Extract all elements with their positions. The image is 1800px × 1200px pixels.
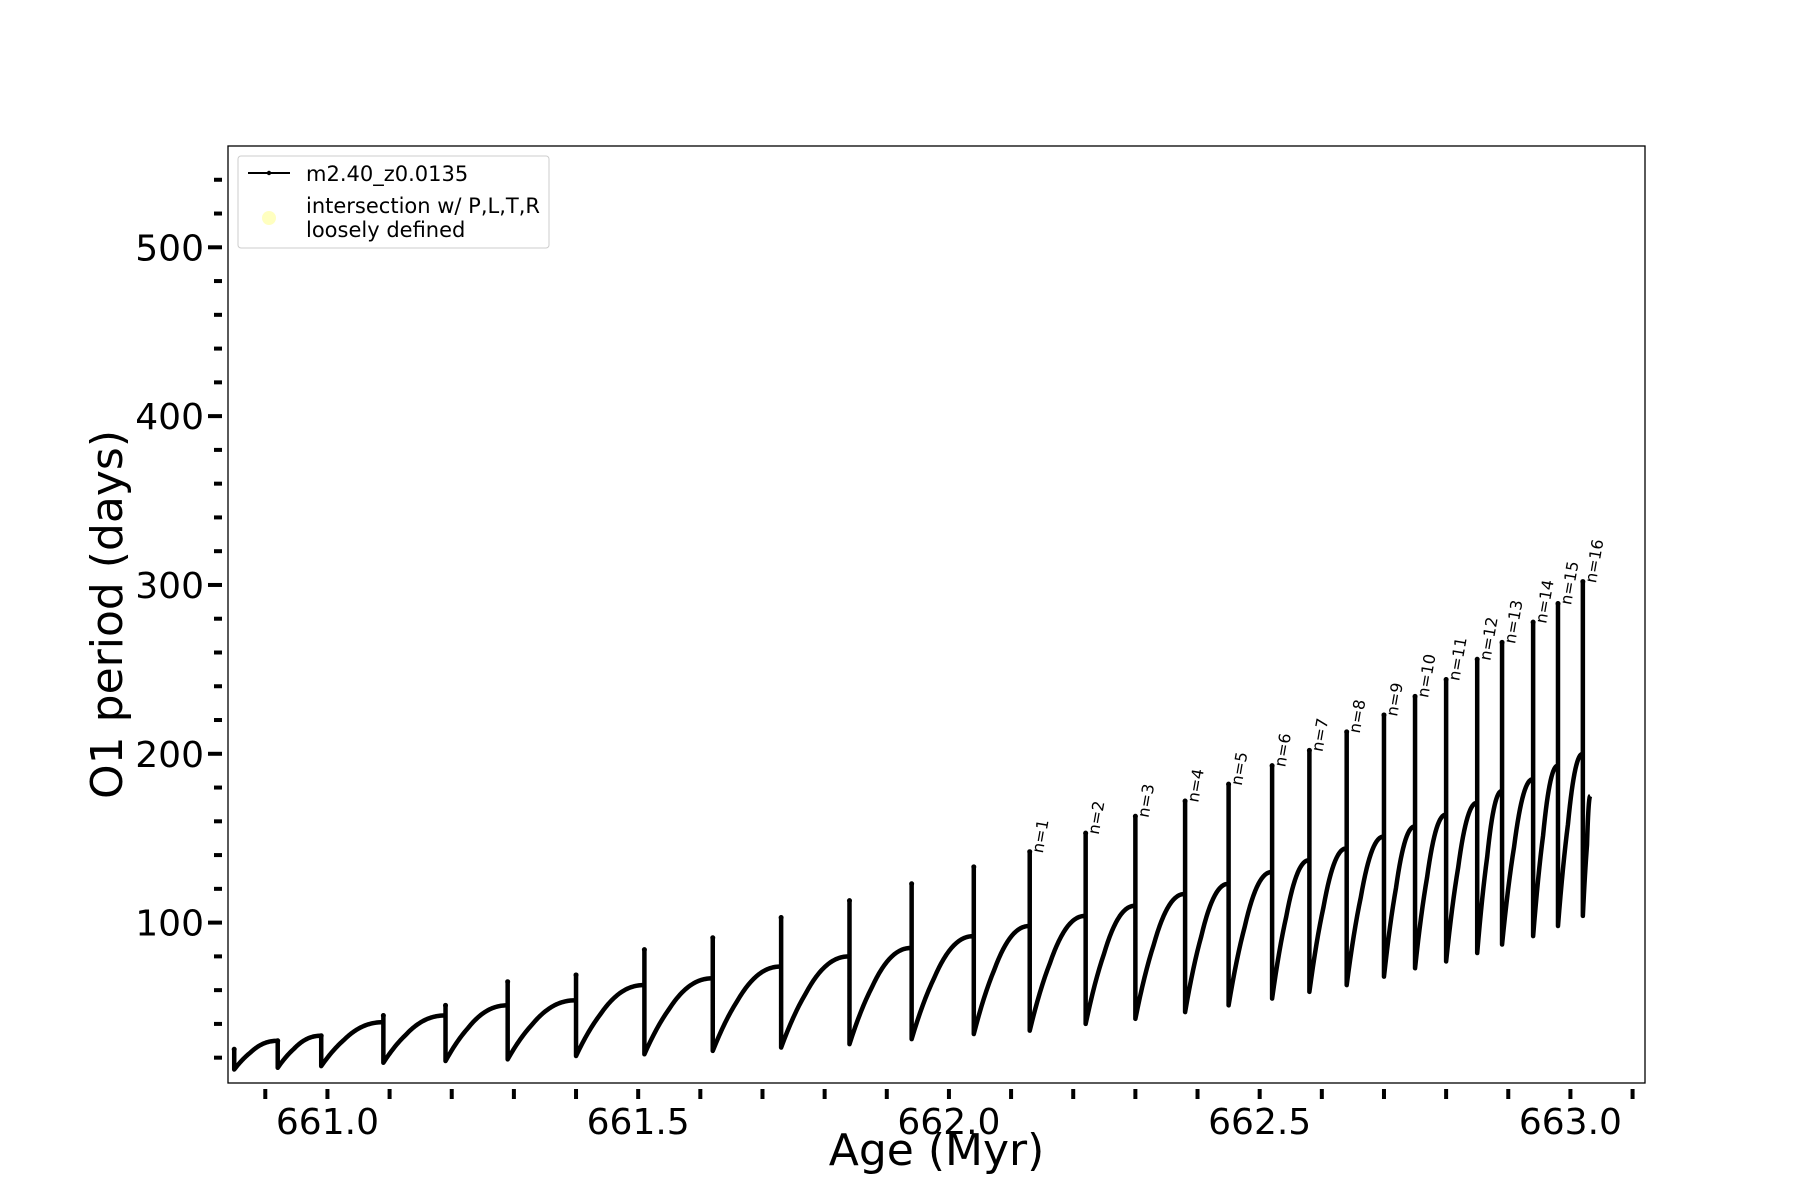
legend-box bbox=[237, 155, 550, 249]
pulse-spike-marker bbox=[1580, 579, 1586, 585]
pulse-spike-marker bbox=[971, 864, 977, 870]
x-tick-label: 662.0 bbox=[897, 1102, 1000, 1143]
pulse-spike-marker bbox=[1269, 763, 1275, 769]
pulse-spike-marker bbox=[1083, 830, 1089, 836]
pulse-spike-marker bbox=[443, 1002, 449, 1008]
pulse-spike-marker bbox=[380, 1012, 386, 1018]
pulse-spike-marker bbox=[231, 1046, 237, 1052]
pulse-spike-marker bbox=[641, 947, 647, 953]
legend-label-intersection-line-2: loosely defined bbox=[306, 218, 465, 242]
legend: m2.40_z0.0135 intersection w/ P,L,T,R lo… bbox=[237, 155, 550, 249]
y-tick-label: 400 bbox=[135, 397, 204, 438]
legend-line-dot bbox=[266, 170, 272, 176]
pulse-spike-marker bbox=[1499, 639, 1505, 645]
x-tick-label: 662.5 bbox=[1208, 1102, 1311, 1143]
pulse-spike-marker bbox=[909, 881, 915, 887]
legend-intersection-marker bbox=[262, 211, 276, 225]
y-axis-ticks: 100 200 300 400 500 bbox=[135, 177, 222, 1060]
pulse-spike-marker bbox=[1555, 601, 1561, 607]
pulse-spike-marker bbox=[1306, 747, 1312, 753]
y-tick-label: 300 bbox=[135, 566, 204, 607]
series-layer bbox=[231, 579, 1593, 1072]
pulse-spike-marker bbox=[505, 979, 511, 985]
pulse-spike-marker bbox=[1344, 729, 1350, 735]
y-axis-title: O1 period (days) bbox=[82, 430, 133, 799]
pulse-spike-marker bbox=[1412, 693, 1418, 699]
pulse-spike-marker bbox=[1381, 712, 1387, 718]
pulse-spike-marker bbox=[1474, 656, 1480, 662]
pulse-spike-marker bbox=[318, 1033, 324, 1039]
pulse-spike-marker bbox=[573, 972, 579, 978]
x-axis-ticks: 661.0 661.5 662.0 662.5 663.0 bbox=[263, 1089, 1635, 1143]
pulse-spike-marker bbox=[275, 1038, 281, 1044]
x-axis-title: Age (Myr) bbox=[829, 1125, 1045, 1176]
pulse-spike-marker bbox=[710, 935, 716, 941]
series-line bbox=[231, 579, 1593, 1072]
legend-label-intersection-line-1: intersection w/ P,L,T,R bbox=[306, 194, 540, 218]
pulse-spike-marker bbox=[778, 915, 784, 921]
y-tick-label: 200 bbox=[135, 735, 204, 776]
pulse-spike-marker bbox=[1027, 849, 1033, 855]
y-tick-label: 100 bbox=[135, 904, 204, 945]
pulse-spike-marker bbox=[846, 898, 852, 904]
pulse-spike-marker bbox=[1132, 813, 1138, 819]
pulse-spike-marker bbox=[1226, 781, 1232, 787]
legend-label-series: m2.40_z0.0135 bbox=[306, 162, 468, 187]
x-tick-label: 663.0 bbox=[1519, 1102, 1622, 1143]
pulse-spike-marker bbox=[1530, 619, 1536, 625]
y-tick-label: 500 bbox=[135, 228, 204, 269]
pulse-spike-marker bbox=[1182, 798, 1188, 804]
pulse-spike-marker bbox=[1443, 676, 1449, 682]
x-tick-label: 661.5 bbox=[587, 1102, 690, 1143]
plot-frame bbox=[227, 145, 1646, 1084]
x-tick-label: 661.0 bbox=[276, 1102, 379, 1143]
